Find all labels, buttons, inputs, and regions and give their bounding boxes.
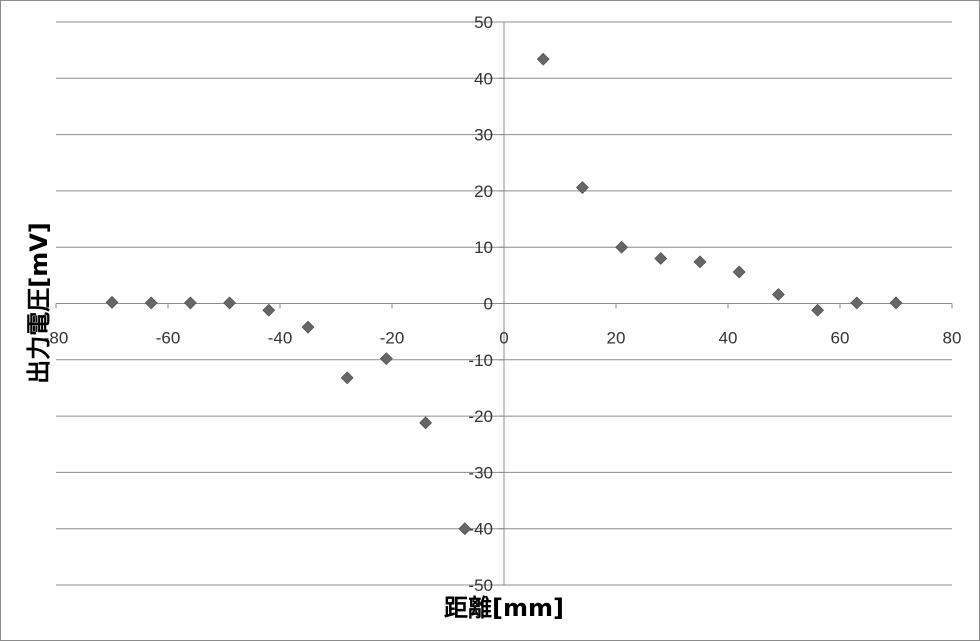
x-tick-label: 0: [499, 329, 508, 348]
y-tick-label: 0: [484, 295, 493, 314]
data-point: [850, 296, 864, 310]
y-tick-label: 10: [474, 238, 493, 257]
y-tick-label: 40: [474, 69, 493, 88]
data-point: [105, 295, 119, 309]
data-point: [340, 371, 354, 385]
data-point: [301, 320, 315, 334]
data-point: [654, 252, 668, 265]
x-tick-label: -80: [44, 329, 69, 348]
data-point: [223, 296, 237, 310]
y-tick-label: -20: [468, 407, 493, 426]
data-point: [262, 303, 276, 317]
data-point: [379, 352, 393, 366]
data-point: [693, 255, 707, 269]
data-point: [811, 303, 825, 317]
x-tick-label: -40: [268, 329, 293, 348]
data-point: [575, 181, 589, 194]
x-tick-label: 40: [719, 329, 738, 348]
y-tick-label: 20: [474, 182, 493, 201]
y-tick-label: -40: [468, 520, 493, 539]
data-point: [536, 52, 550, 66]
y-tick-label: -30: [468, 463, 493, 482]
axes: [55, 21, 953, 586]
data-point: [419, 416, 433, 430]
y-tick-label: 50: [474, 13, 493, 32]
data-point: [732, 265, 746, 279]
x-tick-label: -20: [380, 329, 405, 348]
y-tick-label: 30: [474, 126, 493, 145]
y-tick-label: -10: [468, 351, 493, 370]
data-point: [771, 288, 785, 301]
x-tick-label: -60: [156, 329, 181, 348]
data-point: [889, 296, 903, 310]
data-point: [615, 240, 629, 254]
y-tick-label: -50: [468, 576, 493, 595]
data-point: [458, 522, 472, 536]
data-points: [105, 52, 903, 536]
data-point: [183, 296, 197, 310]
x-tick-label: 20: [607, 329, 626, 348]
x-tick-label: 60: [831, 329, 850, 348]
x-axis-title: 距離[mm]: [444, 594, 564, 622]
y-axis-title: 出力電圧[mV]: [25, 222, 53, 384]
x-tick-label: 80: [943, 329, 962, 348]
data-point: [144, 296, 158, 310]
tick-labels: -80 -60 -40 -20 0 20 40 60 80 50 40 30 20 10 0 -10 -20 -3…: [44, 13, 962, 595]
